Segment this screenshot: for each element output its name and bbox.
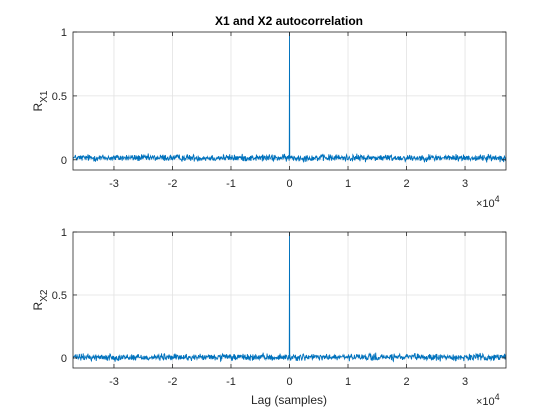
autocorrelation-series-line: [73, 32, 506, 164]
x-tick-label: 1: [345, 178, 351, 190]
chart-title: X1 and X2 autocorrelation: [215, 14, 363, 28]
autocorrelation-series-line: [73, 232, 506, 363]
y-tick-label: 0: [61, 353, 67, 365]
y-tick-label: 0: [61, 155, 67, 167]
ticks: -3 -2 -1 0 1 2 3 0 0.5 1: [52, 27, 506, 190]
y-tick-label: 0.5: [52, 91, 67, 103]
x-tick-label: -2: [168, 376, 178, 388]
x-tick-label: 2: [403, 178, 409, 190]
y-axis-label: RX2: [31, 289, 50, 310]
x-tick-label: -1: [226, 178, 236, 190]
data-series: [73, 232, 506, 363]
ticks: -3 -2 -1 0 1 2 3 0 0.5 1: [52, 227, 506, 388]
x-tick-label: -2: [168, 178, 178, 190]
x-tick-label: -3: [109, 178, 119, 190]
x-tick-label: 0: [286, 376, 292, 388]
autocorrelation-x1-plot: X1 and X2 autocorrelation -3 -2 -1 0 1 2 3 0 0.5…: [31, 14, 507, 210]
x-tick-label: 3: [462, 178, 468, 190]
autocorrelation-x2-plot: -3 -2 -1 0 1 2 3 0 0.5 1 RX2 Lag (samples) ×104: [31, 227, 507, 408]
data-series: [73, 32, 506, 164]
x-tick-label: 3: [462, 376, 468, 388]
y-axis-label: RX1: [31, 90, 50, 111]
y-tick-label: 1: [61, 227, 67, 239]
x-tick-label: -1: [226, 376, 236, 388]
y-tick-label: 1: [61, 27, 67, 39]
x-axis-label: Lag (samples): [251, 393, 327, 407]
x-scale-exponent: ×104: [476, 392, 500, 408]
x-tick-label: -3: [109, 376, 119, 388]
x-tick-label: 2: [403, 376, 409, 388]
x-scale-exponent: ×104: [476, 194, 500, 210]
x-tick-label: 1: [345, 376, 351, 388]
y-tick-label: 0.5: [52, 290, 67, 302]
x-tick-label: 0: [286, 178, 292, 190]
